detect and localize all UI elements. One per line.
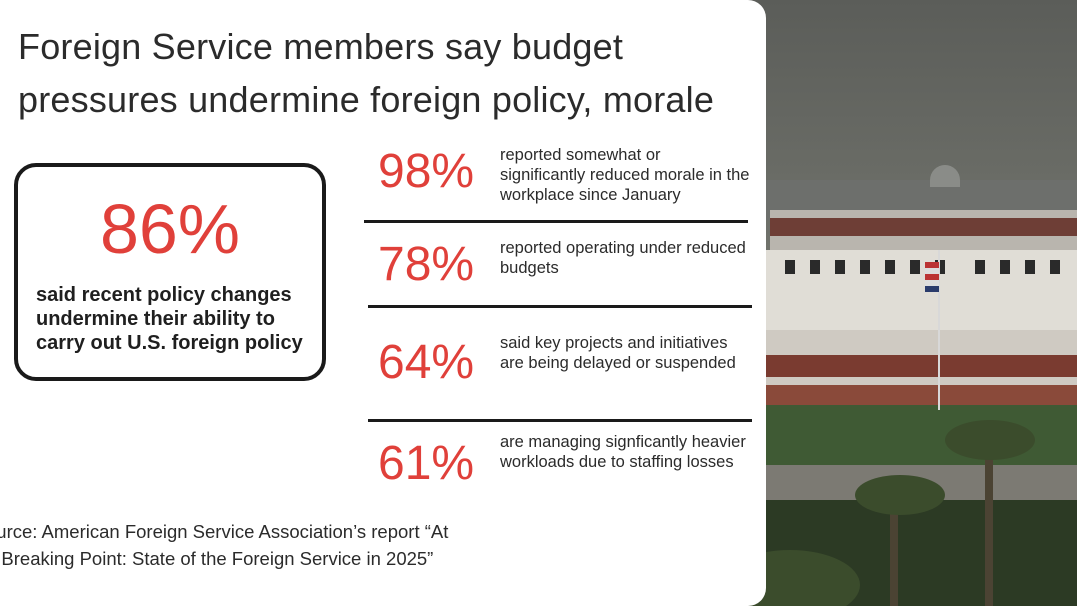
stat-divider bbox=[364, 220, 748, 223]
stat-percent: 64% bbox=[378, 336, 475, 389]
headline-line-1: Foreign Service members say budget bbox=[18, 26, 624, 67]
building-main-facade bbox=[765, 250, 1077, 330]
infographic-card: Foreign Service members say budget press… bbox=[0, 0, 766, 606]
perimeter-wall bbox=[765, 385, 1077, 407]
source-citation: ource: American Foreign Service Associat… bbox=[0, 518, 506, 572]
palm-frond bbox=[945, 420, 1035, 460]
stat-description: reported operating under reduced budgets bbox=[500, 239, 746, 277]
headline: Foreign Service members say budget press… bbox=[18, 20, 758, 126]
stat-percent: 61% bbox=[378, 437, 475, 490]
stat-description: are managing signficantly heavier worklo… bbox=[500, 433, 746, 471]
palm-tree bbox=[890, 500, 898, 606]
building-lower-floor bbox=[765, 330, 1077, 385]
highlight-stat-box: 86% said recent policy changes undermine… bbox=[14, 163, 326, 381]
embassy-background-photo bbox=[740, 0, 1077, 606]
highlight-description: said recent policy changes undermine the… bbox=[36, 284, 303, 354]
source-line-1: ource: American Foreign Service Associat… bbox=[0, 521, 449, 542]
stat-percent: 98% bbox=[378, 145, 475, 198]
headline-line-2: pressures undermine foreign policy, mora… bbox=[18, 79, 715, 120]
palm-tree bbox=[985, 450, 993, 606]
us-flag-icon bbox=[925, 262, 939, 292]
stat-divider bbox=[368, 305, 752, 308]
dome-building bbox=[930, 165, 960, 187]
highlight-percent: 86% bbox=[99, 190, 241, 268]
palm-frond bbox=[855, 475, 945, 515]
stat-description: reported somewhat or significantly reduc… bbox=[500, 146, 750, 204]
building-upper-floor bbox=[770, 210, 1077, 250]
stat-divider bbox=[368, 419, 752, 422]
stat-description: said key projects and initiatives are be… bbox=[500, 334, 736, 372]
stat-percent: 78% bbox=[378, 238, 475, 291]
source-line-2: e Breaking Point: State of the Foreign S… bbox=[0, 548, 434, 569]
flag-pole bbox=[938, 250, 940, 410]
